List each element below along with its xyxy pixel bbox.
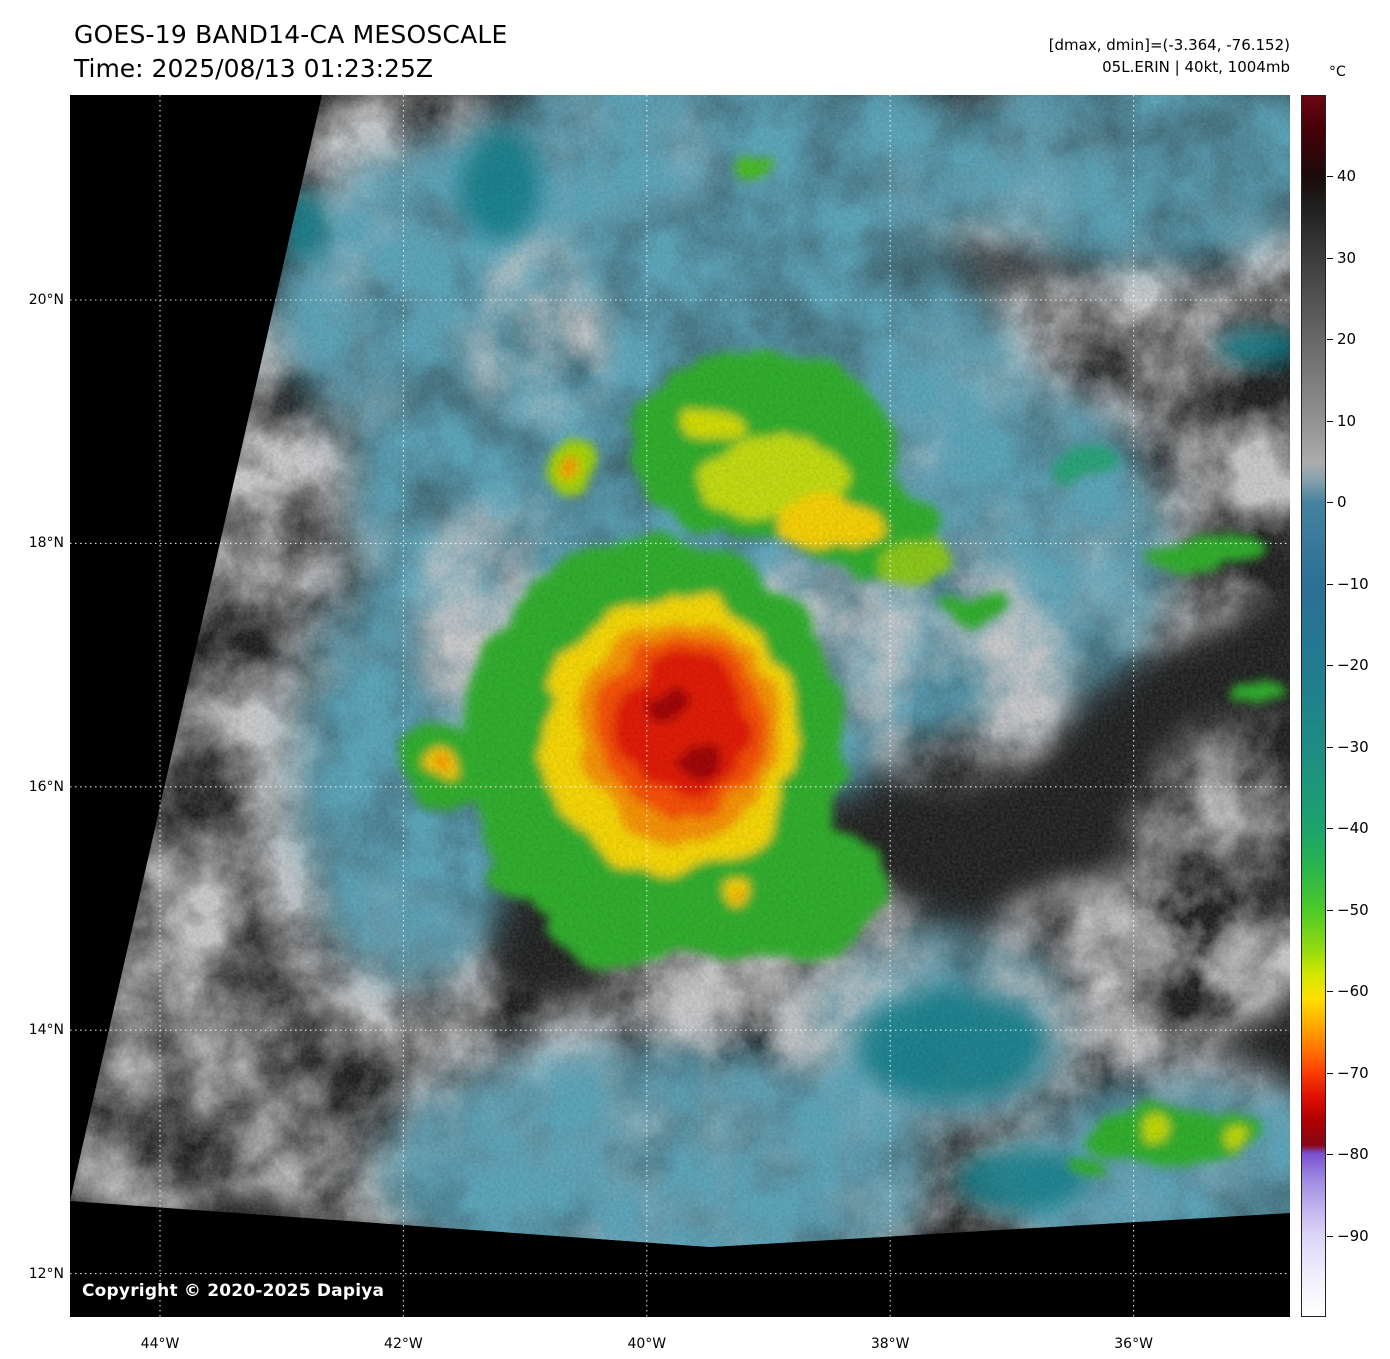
colorbar-tick-label: 10 <box>1337 411 1357 430</box>
colorbar-tick-mark <box>1327 583 1333 585</box>
colorbar-tick-label: −80 <box>1337 1145 1369 1164</box>
colorbar-tick-mark <box>1327 1235 1333 1237</box>
dmax-dmin-readout: [dmax, dmin]=(-3.364, -76.152) <box>1048 36 1290 54</box>
colorbar-tick-mark <box>1327 991 1333 993</box>
colorbar-tick-label: 40 <box>1337 167 1357 186</box>
copyright: Copyright © 2020-2025 Dapiya <box>82 1281 385 1301</box>
colorbar-tick-label: −50 <box>1337 900 1369 919</box>
colorbar <box>1301 95 1326 1317</box>
lon-tick-label: 40°W <box>627 1336 667 1352</box>
storm-info: 05L.ERIN | 40kt, 1004mb <box>1102 58 1290 76</box>
colorbar-tick-label: −90 <box>1337 1226 1369 1245</box>
colorbar-tick-label: −20 <box>1337 656 1369 675</box>
colorbar-tick-mark <box>1327 502 1333 504</box>
lon-tick-label: 42°W <box>384 1336 423 1352</box>
colorbar-tick-mark <box>1327 1072 1333 1074</box>
colorbar-tick-label: −40 <box>1337 819 1369 838</box>
lat-tick-label: 20°N <box>28 292 64 308</box>
gridlines <box>70 95 1290 1317</box>
colorbar-tick-mark <box>1327 828 1333 830</box>
lon-tick-label: 38°W <box>870 1336 910 1352</box>
colorbar-tick-label: −10 <box>1337 574 1369 593</box>
colorbar-tick-label: −30 <box>1337 737 1369 756</box>
colorbar-tick-label: 0 <box>1337 493 1347 512</box>
lat-tick-label: 18°N <box>28 535 64 552</box>
colorbar-tick-mark <box>1327 339 1333 341</box>
colorbar-tick-label: −60 <box>1337 982 1369 1001</box>
colorbar-tick-mark <box>1327 1154 1333 1156</box>
colorbar-tick-label: 30 <box>1337 248 1357 267</box>
figure-title: GOES-19 BAND14-CA MESOSCALE <box>74 20 508 49</box>
colorbar-ticks: 40 30 20 10 0 −10 −20 −30 −40 −50 −60 −70 −80 −90 <box>1327 95 1389 1317</box>
figure-timestamp: Time: 2025/08/13 01:23:25Z <box>74 54 433 83</box>
lat-tick-label: 14°N <box>28 1022 64 1039</box>
satellite-image <box>70 95 1290 1317</box>
colorbar-tick-mark <box>1327 746 1333 748</box>
lon-tick-label: 36°W <box>1114 1336 1153 1352</box>
colorbar-tick-label: 20 <box>1337 330 1357 349</box>
satellite-map: Copyright © 2020-2025 Dapiya <box>70 95 1290 1317</box>
colorbar-tick-mark <box>1327 665 1333 667</box>
lon-tick-label: 44°W <box>140 1336 180 1352</box>
colorbar-tick-mark <box>1327 257 1333 259</box>
colorbar-unit-label: °C <box>1329 64 1346 80</box>
colorbar-tick-mark <box>1327 909 1333 911</box>
colorbar-tick-mark <box>1327 176 1333 178</box>
colorbar-tick-mark <box>1327 420 1333 422</box>
lat-tick-label: 16°N <box>28 778 64 795</box>
lat-tick-label: 12°N <box>28 1265 64 1282</box>
colorbar-tick-label: −70 <box>1337 1063 1369 1082</box>
